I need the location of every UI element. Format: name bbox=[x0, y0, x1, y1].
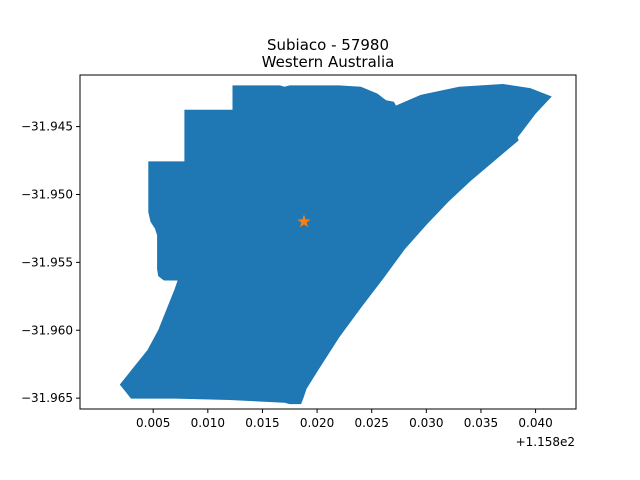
axes-frame bbox=[79, 74, 577, 410]
y-axis: −31.945 −31.950 −31.955 −31.960 −31.965 bbox=[21, 120, 80, 405]
subiaco-region-polygon bbox=[119, 83, 552, 405]
x-axis: 0.005 0.010 0.015 0.020 0.025 0.030 0.035 0.040 bbox=[136, 409, 553, 430]
x-offset-label: +1.158e2 bbox=[516, 435, 575, 449]
x-tick-label: 0.035 bbox=[464, 416, 498, 430]
x-tick-label: 0.015 bbox=[245, 416, 279, 430]
map-title-line2: Western Australia bbox=[262, 53, 395, 71]
x-tick-label: 0.010 bbox=[191, 416, 225, 430]
centroid-star-marker bbox=[297, 214, 311, 228]
x-tick-label: 0.005 bbox=[136, 416, 170, 430]
y-tick-label: −31.955 bbox=[21, 255, 73, 269]
y-tick-label: −31.960 bbox=[21, 323, 73, 337]
plot-area bbox=[119, 83, 552, 405]
y-tick-label: −31.965 bbox=[21, 391, 73, 405]
y-tick-label: −31.950 bbox=[21, 187, 73, 201]
x-tick-label: 0.030 bbox=[409, 416, 443, 430]
map-title-line1: Subiaco - 57980 bbox=[267, 36, 389, 54]
x-tick-label: 0.040 bbox=[518, 416, 552, 430]
y-tick-label: −31.945 bbox=[21, 120, 73, 134]
x-tick-label: 0.025 bbox=[355, 416, 389, 430]
x-tick-label: 0.020 bbox=[300, 416, 334, 430]
